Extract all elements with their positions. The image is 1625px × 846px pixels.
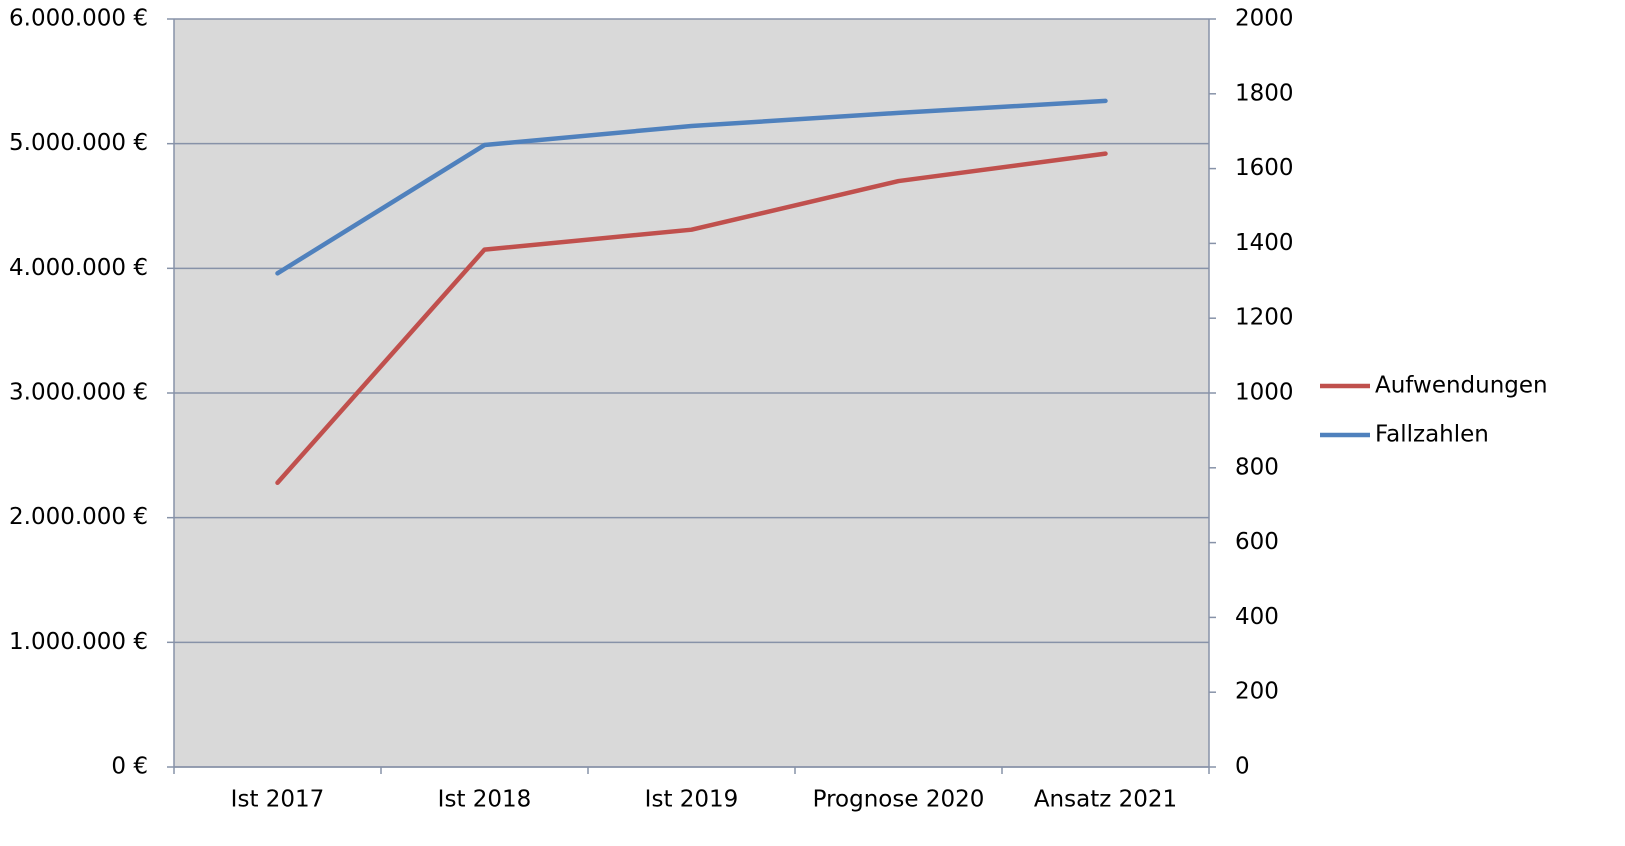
y-tick-label: 5.000.000 € (9, 130, 148, 156)
x-tick-label: Ist 2019 (645, 787, 739, 813)
y-tick-label: 3.000.000 € (9, 380, 148, 406)
x-tick-label: Ansatz 2021 (1034, 787, 1177, 813)
x-tick-label: Ist 2018 (438, 787, 532, 813)
y2-tick-label: 0 (1235, 754, 1250, 780)
y-tick-label: 4.000.000 € (9, 255, 148, 281)
y-tick-label: 1.000.000 € (9, 629, 148, 655)
x-tick-label: Prognose 2020 (813, 787, 985, 813)
y2-tick-label: 800 (1235, 454, 1279, 480)
line-series (275, 98, 1108, 276)
legend-label: Aufwendungen (1375, 373, 1548, 399)
x-tick-label: Ist 2017 (231, 787, 325, 813)
y2-tick-label: 1400 (1235, 230, 1294, 256)
y2-tick-label: 1600 (1235, 155, 1294, 181)
y-tick-label: 0 € (111, 754, 148, 780)
y-tick-label: 2.000.000 € (9, 504, 148, 530)
y2-tick-label: 1000 (1235, 380, 1294, 406)
y2-tick-label: 600 (1235, 529, 1279, 555)
legend-label: Fallzahlen (1375, 422, 1489, 448)
y-tick-label: 6.000.000 € (9, 6, 148, 32)
y2-tick-label: 200 (1235, 679, 1279, 705)
y2-tick-label: 1800 (1235, 80, 1294, 106)
y2-tick-label: 1200 (1235, 305, 1294, 331)
line-series (275, 151, 1108, 486)
y2-tick-label: 2000 (1235, 6, 1294, 32)
y2-tick-label: 400 (1235, 604, 1279, 630)
